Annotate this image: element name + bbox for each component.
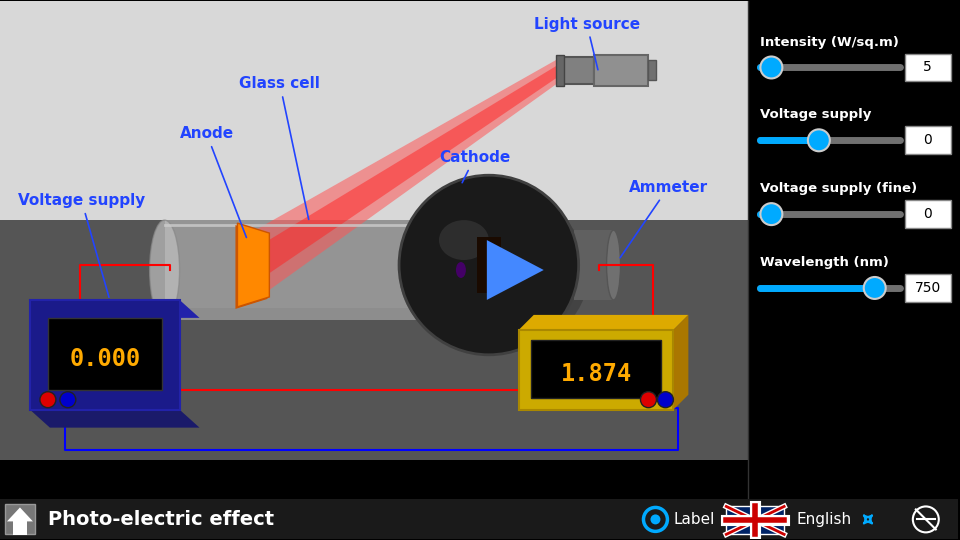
Polygon shape: [257, 64, 559, 280]
Bar: [0, 500, 958, 539]
Polygon shape: [487, 240, 543, 300]
FancyBboxPatch shape: [905, 126, 950, 154]
FancyBboxPatch shape: [905, 200, 950, 228]
Circle shape: [40, 392, 56, 408]
Polygon shape: [237, 223, 270, 307]
Bar: [13, 522, 27, 535]
Polygon shape: [673, 315, 688, 410]
Circle shape: [658, 392, 673, 408]
Text: 1.874: 1.874: [561, 362, 632, 386]
Bar: [477, 237, 501, 293]
Bar: [593, 55, 648, 86]
Text: Photo-electric effect: Photo-electric effect: [48, 510, 274, 529]
Text: Voltage supply (fine): Voltage supply (fine): [760, 182, 918, 195]
Bar: [559, 57, 593, 84]
Bar: [574, 230, 613, 300]
Ellipse shape: [150, 220, 180, 320]
Polygon shape: [0, 1, 748, 220]
Circle shape: [760, 57, 782, 78]
Text: Label: Label: [673, 512, 715, 527]
Text: Wavelength (nm): Wavelength (nm): [760, 256, 889, 269]
Text: English: English: [796, 512, 852, 527]
Circle shape: [808, 130, 829, 151]
Bar: [518, 330, 673, 410]
Bar: [164, 220, 454, 320]
Circle shape: [760, 203, 782, 225]
Circle shape: [864, 277, 886, 299]
Circle shape: [651, 515, 660, 524]
Polygon shape: [518, 315, 688, 330]
Bar: [531, 340, 661, 397]
Circle shape: [399, 175, 579, 355]
Polygon shape: [235, 225, 268, 309]
Text: Ammeter: Ammeter: [620, 180, 708, 258]
Text: 0: 0: [924, 207, 932, 221]
Polygon shape: [255, 58, 559, 295]
Ellipse shape: [607, 230, 620, 300]
Polygon shape: [30, 410, 200, 428]
Ellipse shape: [456, 262, 466, 278]
Text: Anode: Anode: [180, 126, 247, 238]
Text: Voltage supply: Voltage supply: [760, 109, 872, 122]
Polygon shape: [0, 220, 748, 460]
Text: Glass cell: Glass cell: [239, 77, 321, 219]
Ellipse shape: [439, 220, 489, 260]
Bar: [0, 1, 748, 460]
Bar: [648, 60, 657, 80]
Bar: [48, 318, 161, 390]
Bar: [556, 55, 564, 86]
Text: 5: 5: [924, 60, 932, 75]
Bar: [727, 507, 784, 535]
Bar: [164, 308, 454, 320]
Polygon shape: [30, 300, 200, 318]
FancyBboxPatch shape: [905, 53, 950, 82]
Bar: [5, 504, 35, 535]
Text: Light source: Light source: [534, 17, 640, 70]
Ellipse shape: [439, 220, 468, 320]
Bar: [30, 300, 180, 410]
FancyBboxPatch shape: [905, 274, 950, 302]
Polygon shape: [7, 508, 33, 522]
Circle shape: [60, 392, 76, 408]
Text: Voltage supply: Voltage supply: [18, 193, 145, 297]
Text: Cathode: Cathode: [439, 150, 510, 183]
Ellipse shape: [399, 192, 588, 354]
Text: 0: 0: [924, 133, 932, 147]
Text: Intensity (W/sq.m): Intensity (W/sq.m): [760, 36, 900, 49]
Bar: [748, 1, 958, 539]
Text: 0.000: 0.000: [69, 347, 140, 371]
Circle shape: [640, 392, 657, 408]
Text: 750: 750: [915, 281, 941, 295]
